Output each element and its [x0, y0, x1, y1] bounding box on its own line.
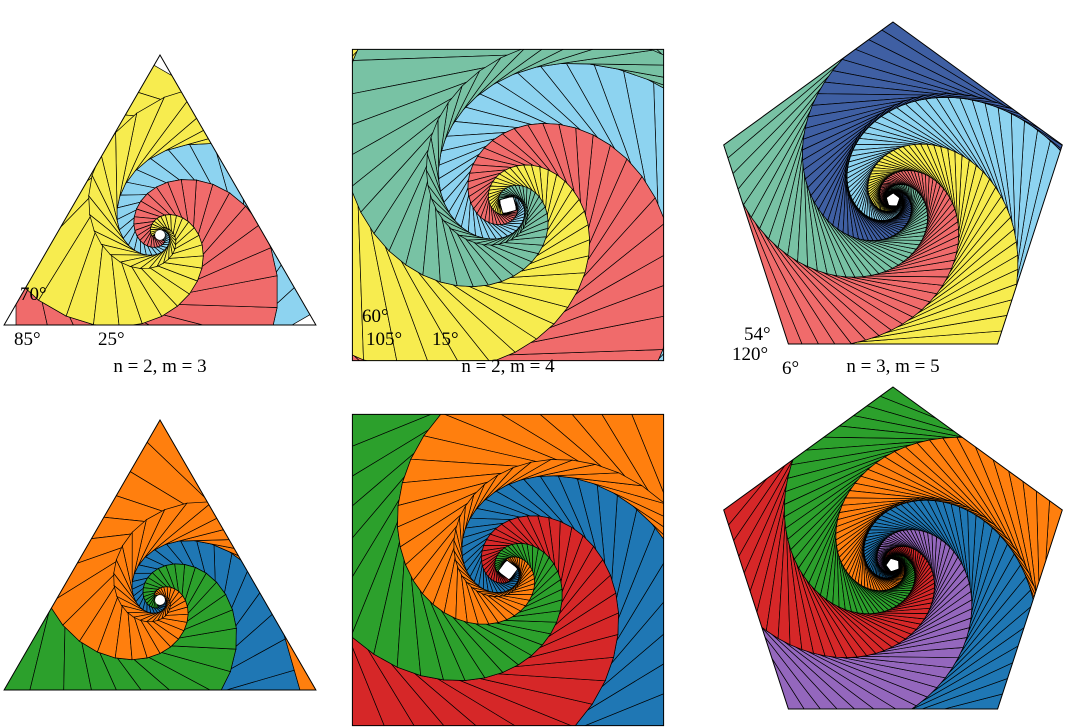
- center-hole: [888, 560, 898, 570]
- tile: [763, 0, 1080, 15]
- spiral-panel: n = 2, m = 4 60°105° 15°: [351, 48, 665, 377]
- panel-label: n = 2, m = 3: [113, 356, 206, 377]
- angle-label: 15°: [432, 329, 459, 350]
- tile: [689, 425, 719, 726]
- center-hole: [503, 200, 513, 210]
- angle-label: 70°: [20, 284, 47, 305]
- tile: [686, 425, 719, 726]
- tiling: [352, 49, 664, 361]
- tile: [723, 448, 742, 709]
- angle-label: 105°: [366, 329, 402, 350]
- spiral-panel: n = 3, m = 5 54°120° 6°: [723, 0, 1080, 379]
- center-hole: [155, 595, 165, 605]
- tile: [0, 693, 369, 728]
- outline: [351, 413, 665, 727]
- tile: [723, 41, 733, 317]
- tile: [723, 448, 742, 709]
- tile: [740, 0, 1042, 19]
- tile: [740, 0, 1042, 19]
- tile: [723, 41, 733, 317]
- center-hole: [888, 195, 898, 205]
- spiral-panel: [351, 357, 743, 728]
- tile: [674, 376, 743, 728]
- outline: [3, 54, 317, 326]
- center-hole: [503, 565, 513, 575]
- angle-label: 25°: [98, 329, 125, 350]
- outline: [723, 386, 1063, 710]
- tile: [498, 195, 515, 201]
- angle-label: 60°: [362, 306, 389, 327]
- angle-label: 6°: [782, 358, 799, 379]
- tile: [1067, 7, 1080, 333]
- tile: [750, 0, 1067, 7]
- tile: [763, 723, 1026, 728]
- panel-label: n = 2, m = 4: [461, 356, 555, 377]
- spiral-panel: [674, 373, 1063, 728]
- tile: [505, 559, 520, 570]
- tile: [778, 22, 1063, 27]
- tiling: [352, 357, 743, 728]
- tiling: [674, 373, 1063, 728]
- tile: [1067, 7, 1080, 333]
- tile: [723, 62, 731, 327]
- outline: [723, 21, 1063, 345]
- spiral-panel: [0, 419, 369, 728]
- panel-label: n = 3, m = 5: [846, 356, 939, 377]
- tile: [892, 192, 901, 199]
- tile: [696, 716, 992, 728]
- tile: [763, 723, 1026, 728]
- outline: [3, 419, 317, 691]
- tile: [674, 373, 700, 704]
- tile: [689, 399, 697, 716]
- tile: [750, 0, 1067, 7]
- tile: [674, 399, 697, 716]
- outline: [351, 48, 665, 362]
- tile: [695, 357, 721, 728]
- tile: [696, 716, 992, 728]
- tiling: [723, 0, 1080, 344]
- angle-label: 54°: [744, 324, 771, 345]
- tile: [778, 22, 1063, 27]
- tile: [763, 0, 1080, 15]
- angle-label: 85°: [14, 329, 41, 350]
- angle-label: 120°: [732, 344, 768, 365]
- center-hole: [155, 230, 165, 240]
- tile: [0, 693, 369, 728]
- tiling: [0, 420, 369, 728]
- tile: [723, 62, 731, 327]
